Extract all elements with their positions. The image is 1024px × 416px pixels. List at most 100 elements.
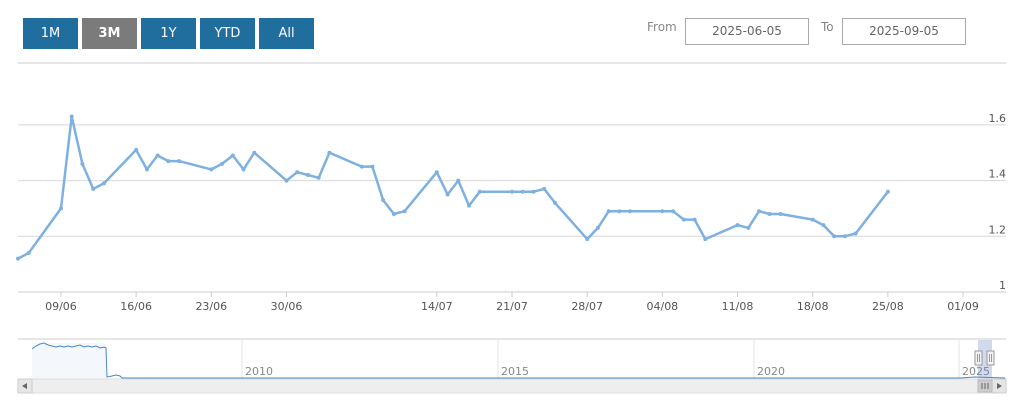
data-point xyxy=(477,189,482,194)
data-point xyxy=(456,178,461,183)
x-tick-label: 11/08 xyxy=(722,300,754,313)
y-tick-label: 1.2 xyxy=(989,223,1007,236)
data-point xyxy=(821,223,826,228)
data-point xyxy=(284,178,289,183)
to-label: To xyxy=(821,20,834,34)
range-button-1m[interactable]: 1M xyxy=(23,18,78,49)
data-point xyxy=(542,186,547,191)
data-point xyxy=(628,209,633,214)
data-point xyxy=(520,189,525,194)
x-tick-label: 28/07 xyxy=(571,300,603,313)
data-point xyxy=(681,217,686,222)
data-point xyxy=(26,251,31,255)
series-line xyxy=(17,115,889,260)
range-button-ytd[interactable]: YTD xyxy=(200,18,255,49)
data-point xyxy=(810,217,815,222)
data-point xyxy=(757,209,761,214)
data-point xyxy=(80,161,85,166)
x-tick-label: 30/06 xyxy=(271,300,303,313)
data-point xyxy=(606,209,611,214)
data-point xyxy=(434,170,439,175)
data-point xyxy=(391,212,396,216)
y-tick-label: 1 xyxy=(999,279,1006,292)
x-tick-label: 16/06 xyxy=(120,300,152,313)
arrow-right-icon xyxy=(997,383,1002,389)
navigator-tick-label: 2015 xyxy=(501,365,529,378)
from-date-input[interactable]: 2025-06-05 xyxy=(685,18,809,45)
data-point xyxy=(316,175,321,180)
x-tick-label: 23/06 xyxy=(195,300,227,313)
data-point xyxy=(177,159,182,164)
data-point xyxy=(220,161,224,166)
data-point xyxy=(402,209,407,214)
data-point xyxy=(746,225,751,230)
data-point xyxy=(209,167,214,172)
y-tick-label: 1.4 xyxy=(989,168,1007,181)
data-point xyxy=(101,181,106,186)
navigator[interactable]: 2010 2015 2020 2025 xyxy=(17,338,1007,394)
data-point xyxy=(703,237,708,242)
x-tick-label: 14/07 xyxy=(421,300,453,313)
plot-area xyxy=(16,114,890,261)
data-point xyxy=(735,223,740,228)
data-point xyxy=(853,231,858,236)
x-axis: 09/06 16/06 23/06 30/06 14/07 21/07 28/07 04/08… xyxy=(18,291,1006,313)
to-date-input[interactable]: 2025-09-05 xyxy=(842,18,966,45)
navigator-tick-label: 2025 xyxy=(962,365,990,378)
data-point xyxy=(885,189,890,194)
y-tick-label: 1.6 xyxy=(989,112,1007,125)
grid xyxy=(18,62,1006,293)
navigator-series-line xyxy=(31,342,1006,379)
data-point xyxy=(671,209,676,214)
data-point xyxy=(134,147,139,152)
x-tick-label: 18/08 xyxy=(797,300,829,313)
data-point xyxy=(69,114,74,119)
data-point xyxy=(510,189,514,194)
data-point xyxy=(832,234,837,239)
from-label: From xyxy=(647,20,677,34)
data-point xyxy=(842,234,847,239)
data-point xyxy=(359,164,364,169)
data-point xyxy=(617,209,622,214)
x-tick-label: 09/06 xyxy=(45,300,77,313)
data-point xyxy=(467,203,471,208)
data-point xyxy=(692,217,697,222)
data-point xyxy=(295,170,300,175)
data-point xyxy=(327,150,332,155)
data-point xyxy=(553,200,557,205)
navigator-history-fill xyxy=(32,343,106,379)
navigator-handle-left[interactable] xyxy=(974,350,983,366)
navigator-tick-label: 2020 xyxy=(757,365,785,378)
scrollbar-track[interactable] xyxy=(17,378,1007,394)
navigator-selected-range[interactable] xyxy=(978,340,992,379)
range-button-1y[interactable]: 1Y xyxy=(141,18,196,49)
range-button-3m[interactable]: 3M xyxy=(82,18,137,49)
x-tick-label: 25/08 xyxy=(872,300,904,313)
data-point xyxy=(531,189,536,194)
data-point xyxy=(59,206,63,211)
data-point xyxy=(230,153,235,158)
range-button-all[interactable]: All xyxy=(259,18,314,49)
data-point xyxy=(370,164,375,169)
data-point xyxy=(778,212,783,216)
data-point xyxy=(595,225,600,230)
data-point xyxy=(767,212,772,216)
navigator-handle-right[interactable] xyxy=(986,350,995,366)
data-point xyxy=(16,256,20,261)
data-point xyxy=(166,159,171,164)
x-tick-label: 21/07 xyxy=(496,300,528,313)
data-point xyxy=(155,153,160,158)
y-axis: 1 1.2 1.4 1.6 xyxy=(989,112,1007,292)
arrow-left-icon xyxy=(22,383,27,389)
data-point xyxy=(144,167,149,172)
x-tick-label: 01/09 xyxy=(947,300,979,313)
x-tick-label: 04/08 xyxy=(646,300,678,313)
data-point xyxy=(660,209,665,214)
data-point xyxy=(381,198,386,203)
navigator-tick-label: 2010 xyxy=(245,365,273,378)
data-point xyxy=(306,173,310,177)
data-point xyxy=(241,167,246,172)
data-point xyxy=(445,192,450,197)
data-point xyxy=(252,150,257,155)
